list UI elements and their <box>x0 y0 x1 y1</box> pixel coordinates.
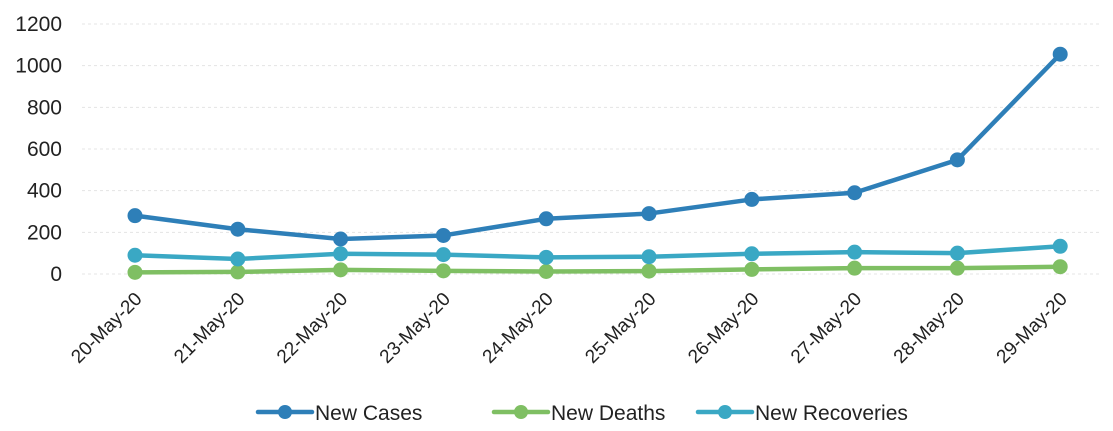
x-tick-label: 23-May-20 <box>376 289 455 368</box>
data-point <box>334 232 348 246</box>
x-tick-label: 29-May-20 <box>993 289 1072 368</box>
data-point <box>848 245 862 259</box>
data-point <box>745 247 759 261</box>
grid-layer <box>82 24 1100 274</box>
y-axis: 0 200 400 600 800 1000 1200 <box>15 13 62 286</box>
legend-marker <box>278 405 292 419</box>
data-point <box>848 261 862 275</box>
series-line <box>135 54 1060 239</box>
legend-item: New Recoveries <box>698 402 908 425</box>
data-point <box>436 264 450 278</box>
series-new-deaths <box>128 260 1067 280</box>
legend-marker <box>514 405 528 419</box>
series-new-cases <box>128 47 1067 246</box>
data-point <box>334 247 348 261</box>
data-point <box>436 248 450 262</box>
y-tick-label: 0 <box>50 263 62 286</box>
y-tick-label: 1200 <box>15 13 62 36</box>
y-tick-label: 200 <box>27 221 62 244</box>
data-point <box>745 262 759 276</box>
data-point <box>950 246 964 260</box>
data-point <box>642 250 656 264</box>
y-tick-label: 1000 <box>15 55 62 78</box>
data-point <box>231 222 245 236</box>
data-point <box>539 212 553 226</box>
y-tick-label: 600 <box>27 138 62 161</box>
legend-label: New Deaths <box>551 402 665 425</box>
data-point <box>436 228 450 242</box>
x-tick-label: 20-May-20 <box>67 289 146 368</box>
data-point <box>745 192 759 206</box>
series-line <box>135 246 1060 259</box>
x-tick-label: 24-May-20 <box>479 289 558 368</box>
legend: New Cases New Deaths New Recoveries <box>258 402 908 425</box>
x-tick-label: 22-May-20 <box>273 289 352 368</box>
x-tick-label: 28-May-20 <box>890 289 969 368</box>
data-point <box>334 263 348 277</box>
x-tick-label: 27-May-20 <box>787 289 866 368</box>
data-point <box>848 186 862 200</box>
series-new-recoveries <box>128 239 1067 266</box>
y-tick-label: 800 <box>27 96 62 119</box>
data-point <box>950 261 964 275</box>
legend-label: New Cases <box>315 402 422 425</box>
data-point <box>1053 47 1067 61</box>
data-point <box>642 264 656 278</box>
data-point <box>1053 239 1067 253</box>
series-layer <box>128 47 1067 279</box>
data-point <box>642 207 656 221</box>
legend-item: New Cases <box>258 402 422 425</box>
x-tick-label: 26-May-20 <box>684 289 763 368</box>
data-point <box>539 250 553 264</box>
data-point <box>231 252 245 266</box>
x-tick-label: 25-May-20 <box>581 289 660 368</box>
data-point <box>1053 260 1067 274</box>
data-point <box>128 265 142 279</box>
data-point <box>128 248 142 262</box>
data-point <box>128 209 142 223</box>
series-line <box>135 267 1060 273</box>
data-point <box>539 265 553 279</box>
data-point <box>950 153 964 167</box>
x-axis: 20-May-20 21-May-20 22-May-20 23-May-20 24-M… <box>67 289 1071 368</box>
x-tick-label: 21-May-20 <box>170 289 249 368</box>
data-point <box>231 265 245 279</box>
legend-item: New Deaths <box>494 402 665 425</box>
legend-marker <box>718 405 732 419</box>
legend-label: New Recoveries <box>755 402 908 425</box>
y-tick-label: 400 <box>27 180 62 203</box>
